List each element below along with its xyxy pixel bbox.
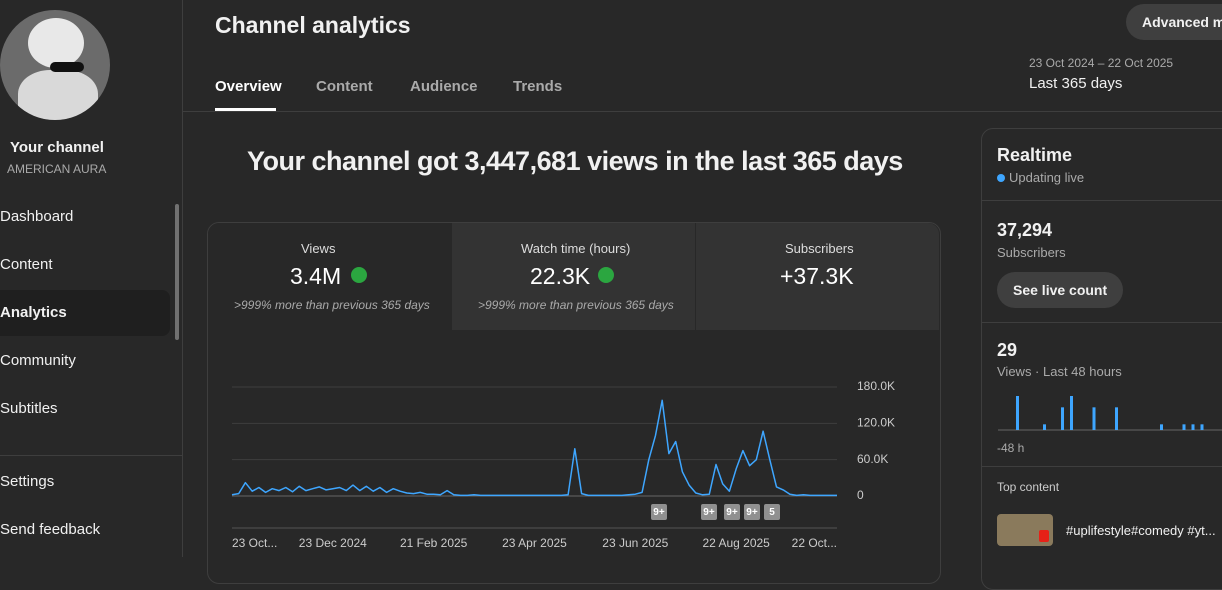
nav-item[interactable]: Subtitles — [0, 400, 58, 417]
annotation-badge — [764, 504, 780, 520]
x-tick-label: 23 Oct... — [232, 536, 277, 550]
annotation-label: 9+ — [703, 507, 715, 518]
axis-start: -48 h — [997, 441, 1025, 455]
period[interactable]: Last 365 days — [1029, 75, 1123, 92]
metric-tab[interactable] — [208, 223, 451, 330]
tab[interactable]: Audience — [410, 78, 478, 95]
annotation-label: 9+ — [653, 507, 665, 518]
divider — [981, 322, 1222, 323]
y-tick-label: 60.0K — [857, 452, 888, 466]
annotation[interactable]: 9+ — [701, 504, 717, 520]
nav-item[interactable]: Community — [0, 352, 76, 369]
headline: Your channel got 3,447,681 views in the … — [247, 146, 903, 176]
advanced-button[interactable]: Advanced mode — [1126, 4, 1222, 40]
bar — [1043, 424, 1046, 430]
annotation-label: 9+ — [726, 507, 738, 518]
avatar[interactable] — [0, 10, 110, 120]
nav-item[interactable]: Content — [0, 256, 53, 273]
realtime-status: Updating live — [1009, 170, 1085, 185]
annotation-label: 9+ — [746, 507, 758, 518]
live-dot — [997, 174, 1005, 182]
bar — [1092, 407, 1096, 430]
top-content-label: Top content — [997, 480, 1060, 494]
bar — [1016, 396, 1019, 430]
views-label: Views · Last 48 hours — [997, 364, 1122, 379]
x-tick-label: 23 Apr 2025 — [502, 536, 567, 550]
channel-label: Your channel — [10, 139, 104, 156]
annotation-badge — [701, 504, 717, 520]
metric-change: >999% more than previous 365 days — [234, 298, 430, 312]
sidebar — [0, 0, 183, 557]
metric-value: 22.3K — [530, 263, 591, 289]
subscriber-count: 37,294 — [997, 220, 1053, 240]
scrollbar[interactable] — [175, 204, 179, 340]
metric-value: 3.4M — [290, 263, 342, 289]
annotation[interactable]: 9+ — [651, 504, 667, 520]
views-count: 29 — [997, 340, 1018, 360]
y-tick-label: 120.0K — [857, 416, 895, 430]
metric-change: >999% more than previous 365 days — [478, 298, 674, 312]
nav-active — [0, 290, 170, 336]
tab-underline — [215, 108, 276, 111]
annotation[interactable]: 5 — [764, 504, 780, 520]
tab[interactable]: Overview — [215, 78, 282, 95]
header-border — [183, 111, 1222, 112]
divider — [981, 466, 1222, 467]
metric-label: Watch time (hours) — [521, 241, 631, 256]
annotation-badge — [724, 504, 740, 520]
nav-item[interactable]: Settings — [0, 473, 55, 490]
subscriber-label: Subscribers — [997, 245, 1066, 260]
x-tick-label: 22 Aug 2025 — [702, 536, 770, 550]
x-tick-label: 22 Oct... — [792, 536, 837, 550]
realtime-title: Realtime — [997, 145, 1073, 165]
bar — [1160, 424, 1163, 430]
page-title: Channel analytics — [215, 12, 411, 38]
bar — [1200, 424, 1204, 430]
y-tick-label: 180.0K — [857, 379, 895, 393]
advanced-wrap: Advanced mode — [1126, 4, 1222, 40]
nav-item[interactable]: Analytics — [0, 304, 67, 321]
nav-item[interactable]: Send feedback — [0, 521, 101, 538]
bar — [1061, 407, 1064, 430]
nav-item[interactable]: Dashboard — [0, 208, 74, 225]
x-tick-label: 23 Jun 2025 — [602, 536, 668, 550]
line — [231, 399, 837, 497]
divider — [0, 455, 182, 456]
x-tick-label: 23 Dec 2024 — [299, 536, 367, 550]
annotation-badge — [651, 504, 667, 520]
annotation-badge — [744, 504, 760, 520]
tab[interactable]: Content — [316, 78, 373, 95]
channel-name: AMERICAN AURA — [7, 162, 107, 176]
bar — [1191, 424, 1195, 430]
annotation[interactable]: 9+ — [744, 504, 760, 520]
top-content-title[interactable]: #uplifestyle#comedy #yt... — [1066, 523, 1216, 538]
bar — [1182, 424, 1186, 430]
metric-label: Subscribers — [785, 241, 854, 256]
divider — [981, 200, 1222, 201]
date-range[interactable]: 23 Oct 2024 – 22 Oct 2025 — [1029, 56, 1174, 70]
metric-tab[interactable] — [696, 223, 939, 330]
tab[interactable]: Trends — [513, 78, 563, 95]
charts: 0 60.0K 120.0K 180.0K 23 Oct... 23 Dec 2024 21… — [231, 379, 1222, 550]
up-icon — [598, 267, 614, 283]
thumbnail[interactable] — [997, 514, 1053, 546]
metric-label: Views — [301, 241, 336, 256]
up-icon — [351, 267, 367, 283]
bar — [1115, 407, 1118, 430]
annotation-label: 5 — [769, 507, 775, 518]
annotation[interactable]: 9+ — [724, 504, 740, 520]
metric-tab[interactable] — [452, 223, 695, 330]
bar — [1070, 396, 1073, 430]
x-tick-label: 21 Feb 2025 — [400, 536, 468, 550]
y-tick-label: 0 — [857, 488, 864, 502]
metric-value: +37.3K — [780, 263, 854, 289]
live-count-button[interactable]: See live count — [997, 272, 1124, 308]
